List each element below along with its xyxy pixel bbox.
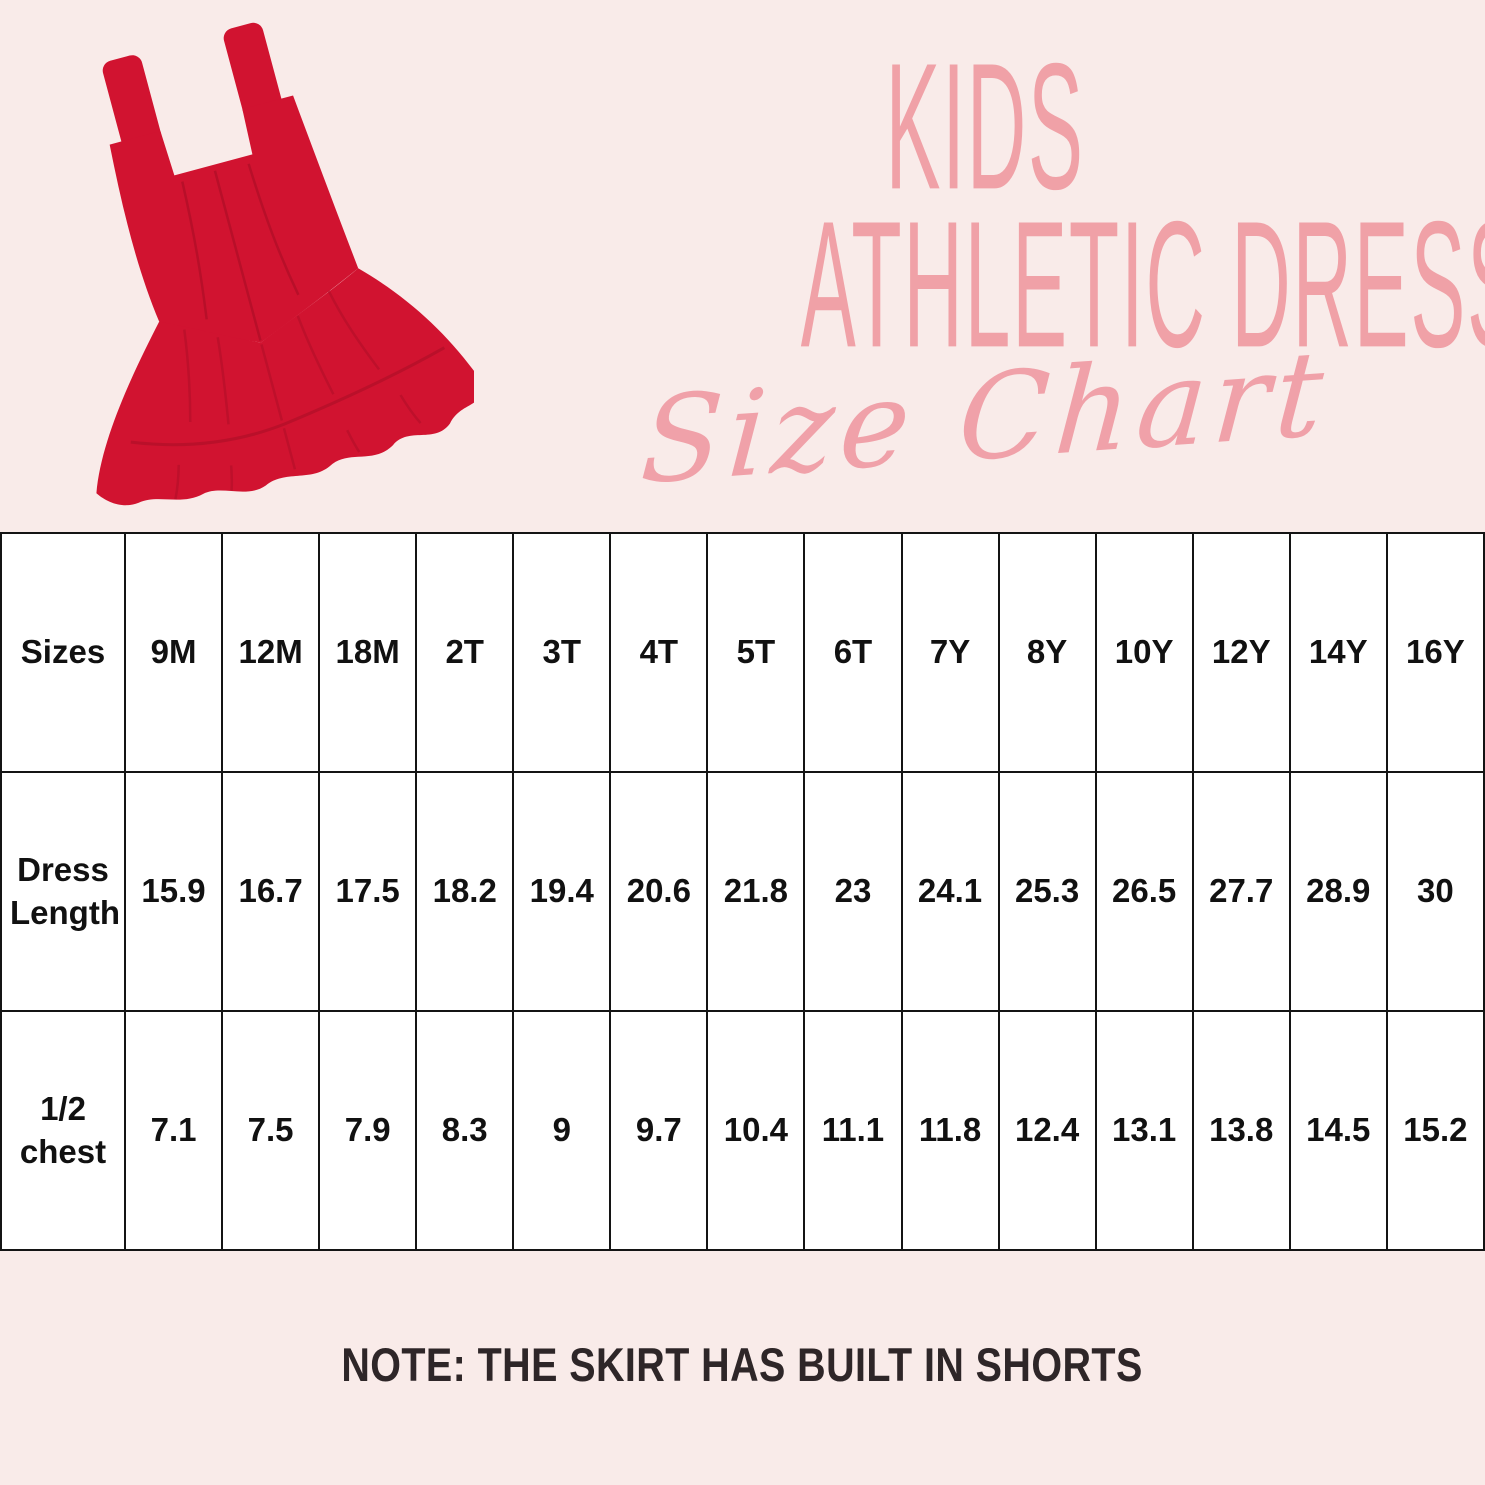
value-cell: 23 bbox=[803, 771, 903, 1012]
value-cell: 21.8 bbox=[706, 771, 806, 1012]
size-cell: 7Y bbox=[900, 532, 1000, 773]
value-cell: 11.1 bbox=[803, 1010, 903, 1251]
value-cell: 7.1 bbox=[123, 1010, 224, 1251]
size-cell: 12M bbox=[221, 532, 321, 773]
value-cell: 27.7 bbox=[1191, 771, 1291, 1012]
value-cell: 28.9 bbox=[1288, 771, 1388, 1012]
table-row-half-chest: 1/2 chest 7.1 7.5 7.9 8.3 9 9.7 10.4 11.… bbox=[0, 1010, 1485, 1251]
row-label-cell: 1/2 chest bbox=[0, 1010, 126, 1251]
value-cell: 17.5 bbox=[318, 771, 418, 1012]
value-cell: 11.8 bbox=[900, 1010, 1000, 1251]
size-cell: 16Y bbox=[1385, 532, 1485, 773]
size-cell: 12Y bbox=[1191, 532, 1291, 773]
dress-strap-right bbox=[223, 22, 283, 119]
dress-image bbox=[96, 22, 474, 506]
value-cell: 26.5 bbox=[1094, 771, 1194, 1012]
table-row-sizes: Sizes 9M 12M 18M 2T 3T 4T 5T 6T 7Y 8Y 10… bbox=[0, 532, 1485, 773]
value-cell: 15.9 bbox=[123, 771, 224, 1012]
value-cell: 9.7 bbox=[609, 1010, 709, 1251]
hero-section: KIDS ATHLETIC DRESS Size Chart bbox=[0, 0, 1485, 533]
size-cell: 14Y bbox=[1288, 532, 1388, 773]
value-cell: 30 bbox=[1385, 771, 1485, 1012]
value-cell: 7.9 bbox=[318, 1010, 418, 1251]
value-cell: 7.5 bbox=[221, 1010, 321, 1251]
size-cell: 8Y bbox=[997, 532, 1097, 773]
value-cell: 14.5 bbox=[1288, 1010, 1388, 1251]
value-cell: 10.4 bbox=[706, 1010, 806, 1251]
value-cell: 15.2 bbox=[1385, 1010, 1485, 1251]
dress-bodice bbox=[109, 95, 359, 343]
value-cell: 20.6 bbox=[609, 771, 709, 1012]
title-block: KIDS ATHLETIC DRESS Size Chart bbox=[505, 25, 1485, 528]
title-line-1: KIDS bbox=[885, 25, 1085, 227]
size-cell: 9M bbox=[123, 532, 224, 773]
row-label-cell: Sizes bbox=[0, 532, 126, 773]
subtitle-script: Size Chart bbox=[636, 323, 1334, 511]
value-cell: 24.1 bbox=[900, 771, 1000, 1012]
size-cell: 5T bbox=[706, 532, 806, 773]
value-cell: 8.3 bbox=[415, 1010, 515, 1251]
value-cell: 18.2 bbox=[415, 771, 515, 1012]
size-cell: 3T bbox=[512, 532, 612, 773]
dress-skirt bbox=[96, 268, 474, 506]
size-cell: 4T bbox=[609, 532, 709, 773]
value-cell: 16.7 bbox=[221, 771, 321, 1012]
note-text: NOTE: THE SKIRT HAS BUILT IN SHORTS bbox=[341, 1338, 1144, 1391]
dress-gather-lines bbox=[174, 290, 422, 500]
note-section: NOTE: THE SKIRT HAS BUILT IN SHORTS bbox=[0, 1244, 1485, 1485]
size-table: Sizes 9M 12M 18M 2T 3T 4T 5T 6T 7Y 8Y 10… bbox=[0, 532, 1485, 1251]
dress-tier-seam bbox=[130, 346, 446, 447]
value-cell: 19.4 bbox=[512, 771, 612, 1012]
value-cell: 13.8 bbox=[1191, 1010, 1291, 1251]
value-cell: 9 bbox=[512, 1010, 612, 1251]
size-cell: 10Y bbox=[1094, 532, 1194, 773]
title-line-2: ATHLETIC DRESS bbox=[800, 183, 1485, 385]
dress-strap-left bbox=[102, 55, 162, 151]
value-cell: 13.1 bbox=[1094, 1010, 1194, 1251]
value-cell: 12.4 bbox=[997, 1010, 1097, 1251]
table-row-dress-length: Dress Length 15.9 16.7 17.5 18.2 19.4 20… bbox=[0, 771, 1485, 1012]
size-cell: 2T bbox=[415, 532, 515, 773]
row-label-cell: Dress Length bbox=[0, 771, 126, 1012]
size-cell: 18M bbox=[318, 532, 418, 773]
value-cell: 25.3 bbox=[997, 771, 1097, 1012]
size-cell: 6T bbox=[803, 532, 903, 773]
dress-bodice-seams bbox=[181, 163, 300, 341]
